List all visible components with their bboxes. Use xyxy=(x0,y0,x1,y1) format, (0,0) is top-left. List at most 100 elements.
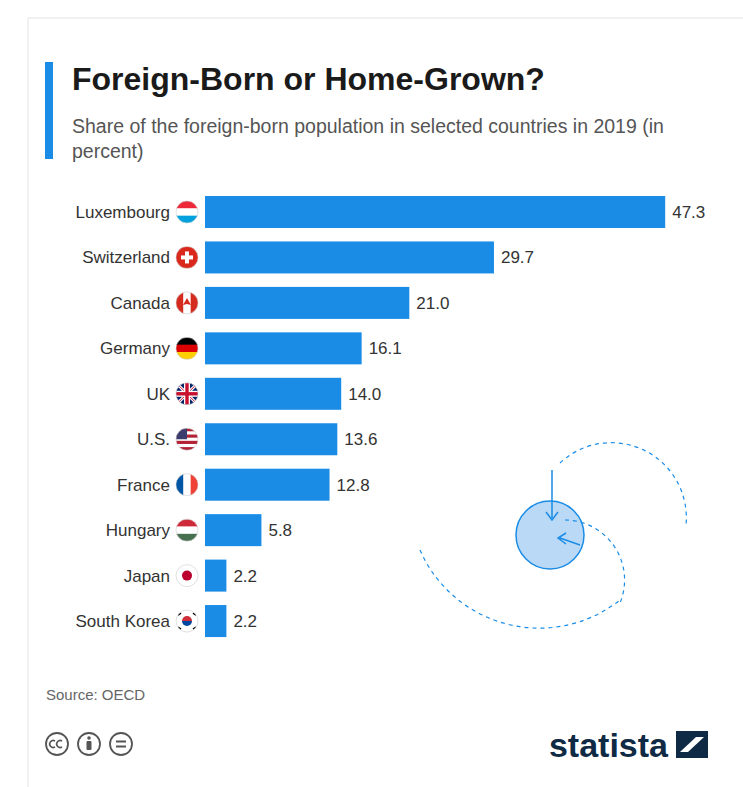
decoration-ring xyxy=(516,501,584,569)
flag xyxy=(176,565,198,587)
flag-part xyxy=(176,345,198,353)
flag-ring xyxy=(176,474,198,496)
category-label: U.S. xyxy=(137,430,170,449)
data-label: 2.2 xyxy=(233,567,257,586)
category-label: Canada xyxy=(110,294,170,313)
flag-part xyxy=(182,621,192,626)
flag-part xyxy=(176,337,198,345)
decoration-arrow xyxy=(546,470,558,520)
flag xyxy=(176,383,198,405)
flag xyxy=(176,292,198,314)
brand-icon xyxy=(676,731,708,758)
flag-part xyxy=(176,201,198,209)
bar xyxy=(205,241,494,273)
flag-part xyxy=(176,565,198,587)
flag-part xyxy=(176,292,184,314)
data-label: 29.7 xyxy=(501,248,534,267)
flag-ring xyxy=(176,428,198,450)
bar xyxy=(205,287,409,319)
chart: Foreign-Born or Home-Grown? Share of the … xyxy=(0,0,743,787)
bar xyxy=(205,605,226,637)
flag xyxy=(176,519,198,541)
decoration-arrow xyxy=(558,533,580,545)
data-label: 2.2 xyxy=(233,612,257,631)
subtitle-line: percent) xyxy=(72,140,144,162)
flag-part xyxy=(176,208,198,216)
license-icon xyxy=(78,733,100,755)
flag xyxy=(176,610,198,632)
source: Source: OECD xyxy=(46,686,145,703)
flag-ring xyxy=(176,383,198,405)
flag-part xyxy=(183,292,191,314)
flag xyxy=(176,201,198,223)
labels: Luxembourg47.3Switzerland29.7Canada21.0G… xyxy=(75,201,705,632)
bar xyxy=(205,469,330,501)
category-label: South Korea xyxy=(75,612,170,631)
flag-part xyxy=(176,383,198,405)
flag-part xyxy=(183,298,191,305)
license-icon-glyph xyxy=(50,741,62,748)
category-label: Switzerland xyxy=(82,248,170,267)
flag-part xyxy=(176,474,184,496)
brand-icon-glyph xyxy=(680,737,704,752)
bar xyxy=(205,514,261,546)
category-label: Luxembourg xyxy=(75,203,170,222)
category-label: Japan xyxy=(124,567,170,586)
bar xyxy=(205,196,665,228)
title-accent xyxy=(45,62,53,159)
subtitle: Share of the foreign-born population in … xyxy=(72,115,664,162)
flag-part xyxy=(182,616,192,621)
flag-ring xyxy=(176,519,198,541)
flag-part xyxy=(185,251,189,263)
flag-part xyxy=(176,526,198,534)
flag-part xyxy=(185,383,188,405)
flag xyxy=(176,474,198,496)
category-label: UK xyxy=(146,385,170,404)
flag-part xyxy=(176,441,198,444)
flag-part xyxy=(176,610,198,632)
brand: statista xyxy=(549,726,669,764)
data-label: 12.8 xyxy=(337,476,370,495)
flag-ring xyxy=(176,610,198,632)
data-label: 47.3 xyxy=(672,203,705,222)
category-label: France xyxy=(117,476,170,495)
decoration-arc xyxy=(420,550,620,628)
flag-ring xyxy=(176,337,198,359)
license-icon xyxy=(46,733,68,755)
decoration-arc xyxy=(565,520,625,603)
decoration xyxy=(420,443,686,628)
flag-part xyxy=(182,571,192,581)
card-frame xyxy=(28,18,743,787)
license-icon-glyph xyxy=(87,741,92,750)
license-icon xyxy=(110,733,132,755)
license-icon-glyph xyxy=(116,741,126,743)
flag xyxy=(176,246,198,268)
data-label: 14.0 xyxy=(348,385,381,404)
flag-part xyxy=(176,383,198,405)
category-label: Hungary xyxy=(106,521,171,540)
data-label: 5.8 xyxy=(268,521,292,540)
flag-part xyxy=(183,474,191,496)
flag xyxy=(176,428,198,450)
bar xyxy=(205,423,337,455)
data-label: 21.0 xyxy=(416,294,449,313)
bar xyxy=(205,332,362,364)
flag-part xyxy=(176,383,198,405)
flag-ring xyxy=(176,201,198,223)
subtitle-line: Share of the foreign-born population in … xyxy=(72,115,664,137)
title: Foreign-Born or Home-Grown? xyxy=(72,61,545,97)
flag-ring xyxy=(176,565,198,587)
flag-ring xyxy=(176,292,198,314)
flag-part xyxy=(176,246,198,268)
data-label: 16.1 xyxy=(369,339,402,358)
bar xyxy=(205,378,341,410)
bar xyxy=(205,560,226,592)
flag-ring xyxy=(176,246,198,268)
flag-part xyxy=(178,613,196,629)
bars xyxy=(205,196,665,637)
license-icon-glyph xyxy=(116,746,126,748)
flag xyxy=(176,337,198,359)
license-icon-glyph xyxy=(87,736,91,740)
decoration-arc xyxy=(560,443,686,525)
flag-part xyxy=(176,519,198,527)
